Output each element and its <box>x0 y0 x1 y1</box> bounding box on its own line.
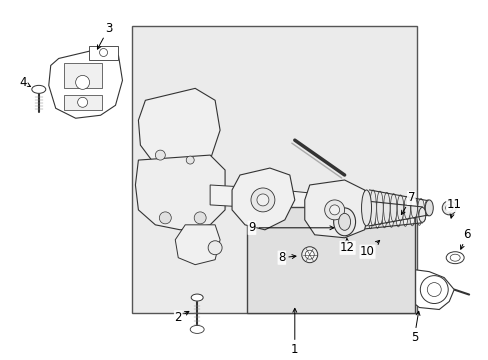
Ellipse shape <box>191 294 203 301</box>
Ellipse shape <box>374 201 379 228</box>
Circle shape <box>208 241 222 255</box>
Ellipse shape <box>32 85 46 93</box>
Ellipse shape <box>376 191 383 225</box>
Bar <box>88 45 118 60</box>
Circle shape <box>420 276 447 303</box>
Bar <box>63 95 102 110</box>
Text: 1: 1 <box>290 309 298 356</box>
Polygon shape <box>394 270 453 310</box>
Circle shape <box>324 200 344 220</box>
Circle shape <box>155 150 165 160</box>
Text: 7: 7 <box>401 192 414 215</box>
Ellipse shape <box>388 202 393 227</box>
Ellipse shape <box>301 247 317 263</box>
Circle shape <box>256 194 268 206</box>
Circle shape <box>159 212 171 224</box>
Ellipse shape <box>396 195 403 221</box>
Text: 10: 10 <box>359 240 379 258</box>
Ellipse shape <box>441 201 455 215</box>
Text: 12: 12 <box>340 238 354 254</box>
Ellipse shape <box>424 200 430 216</box>
Ellipse shape <box>389 194 396 222</box>
Text: 8: 8 <box>278 251 295 264</box>
Polygon shape <box>135 155 224 230</box>
Ellipse shape <box>410 197 417 219</box>
Ellipse shape <box>190 325 203 333</box>
Ellipse shape <box>403 196 410 220</box>
Circle shape <box>78 97 87 107</box>
Circle shape <box>100 49 107 57</box>
Ellipse shape <box>417 199 424 217</box>
PathPatch shape <box>210 185 379 235</box>
Circle shape <box>329 205 339 215</box>
Circle shape <box>194 212 206 224</box>
Text: 3: 3 <box>97 22 112 49</box>
Text: 5: 5 <box>410 311 419 344</box>
Ellipse shape <box>338 213 350 230</box>
Ellipse shape <box>369 190 376 226</box>
Ellipse shape <box>416 204 421 225</box>
Ellipse shape <box>333 208 355 236</box>
Ellipse shape <box>446 252 463 264</box>
Ellipse shape <box>383 193 389 223</box>
Bar <box>132 26 417 313</box>
Text: 4: 4 <box>19 76 30 89</box>
Circle shape <box>427 283 440 297</box>
Ellipse shape <box>367 201 372 229</box>
Ellipse shape <box>425 200 432 216</box>
Polygon shape <box>232 168 294 230</box>
Ellipse shape <box>381 202 386 228</box>
Ellipse shape <box>449 254 459 261</box>
Circle shape <box>250 188 274 212</box>
Text: 2: 2 <box>174 311 188 324</box>
Text: 9: 9 <box>248 221 333 234</box>
Ellipse shape <box>445 204 452 211</box>
Ellipse shape <box>305 250 314 259</box>
Polygon shape <box>175 225 220 265</box>
Polygon shape <box>49 49 122 118</box>
Circle shape <box>186 156 194 164</box>
Text: 11: 11 <box>446 198 461 218</box>
Bar <box>246 207 414 313</box>
Ellipse shape <box>361 190 371 226</box>
Polygon shape <box>138 88 220 175</box>
Ellipse shape <box>395 203 400 227</box>
Text: 6: 6 <box>460 228 470 249</box>
Ellipse shape <box>402 203 407 226</box>
Circle shape <box>76 75 89 89</box>
Ellipse shape <box>418 207 425 222</box>
Bar <box>63 63 102 88</box>
Ellipse shape <box>409 204 414 226</box>
Polygon shape <box>304 180 369 238</box>
